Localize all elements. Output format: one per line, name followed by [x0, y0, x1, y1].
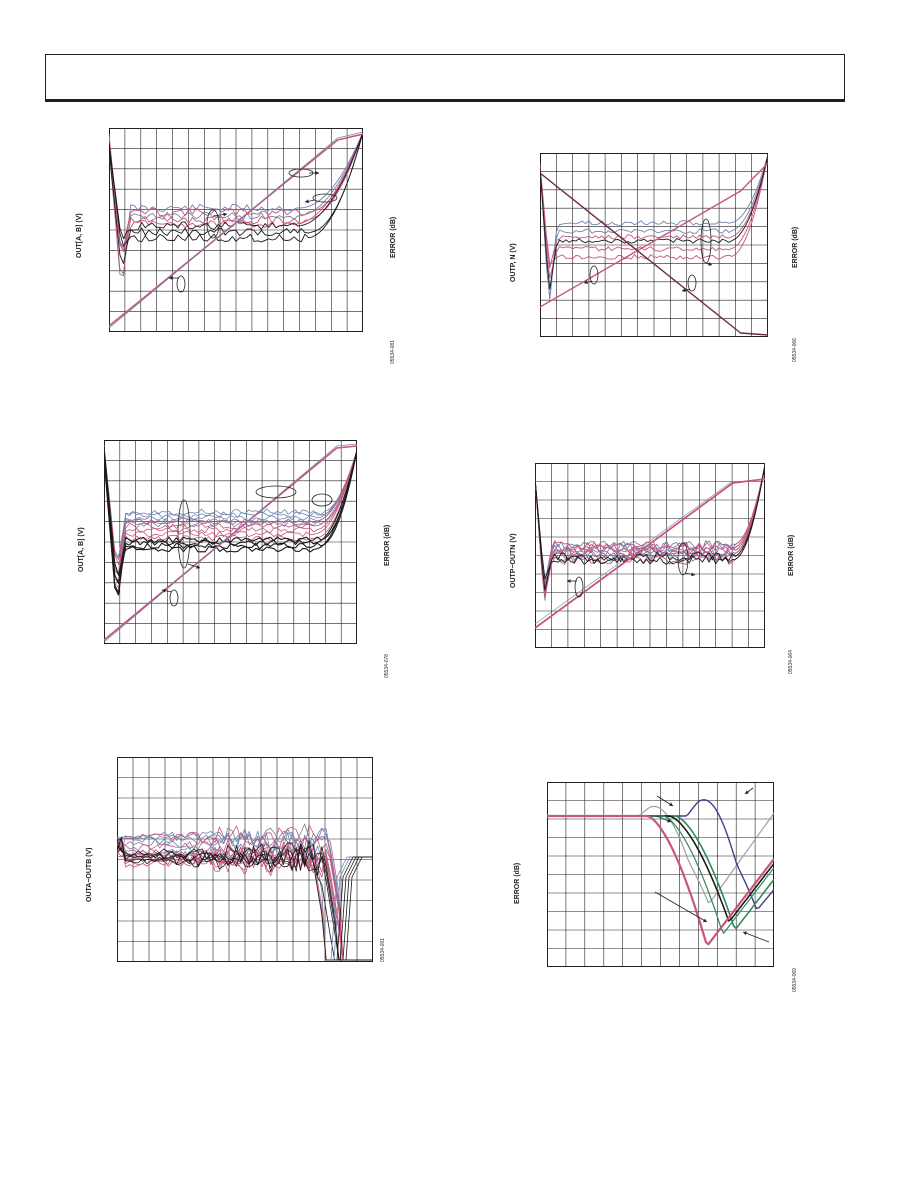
error-curve	[104, 450, 357, 575]
plot-area-3	[104, 440, 357, 644]
annotation-ellipse	[177, 499, 191, 569]
y2-axis-label-2: ERROR (dB)	[792, 226, 799, 268]
error-curve	[535, 464, 765, 597]
y2-axis-label-3: ERROR (dB)	[384, 524, 391, 566]
edge-curve	[345, 856, 373, 961]
figure-id-5: 05534-091	[380, 938, 386, 962]
plot-area-1	[109, 128, 363, 332]
error-curve	[117, 836, 373, 961]
figure-id-1: 05534-081	[390, 340, 396, 364]
annotation-arrow-head	[682, 288, 686, 292]
error-curve	[104, 449, 357, 565]
error-curve	[535, 464, 765, 591]
annotation-arrow-head	[567, 579, 571, 583]
error-curve	[109, 131, 363, 264]
plot-area-6	[547, 782, 774, 967]
annotation-ellipse	[311, 493, 333, 507]
y-axis-label-3: OUT[A, B] (V)	[78, 527, 85, 572]
annotation-arrow-head	[223, 212, 227, 217]
error-curve	[109, 131, 363, 252]
error-curve	[540, 154, 768, 279]
error-curve	[117, 843, 373, 961]
error-curve	[117, 840, 373, 961]
chart-5-svg	[117, 757, 373, 962]
annotation-arrow-line	[742, 931, 770, 943]
annotation-ellipse	[677, 542, 689, 576]
output-line	[109, 133, 363, 327]
annotation-ellipse	[687, 274, 697, 292]
y2-axis-label-4: ERROR (dB)	[788, 534, 795, 576]
chart-1-svg	[109, 128, 363, 332]
annotation-ellipse	[574, 576, 584, 598]
annotation-ellipse	[312, 193, 338, 203]
error-curve	[535, 464, 765, 580]
error-curve	[104, 450, 357, 596]
error-curve	[104, 450, 357, 584]
output-line	[104, 443, 357, 643]
output-line	[109, 131, 363, 329]
error-curve	[535, 464, 765, 591]
chart-2-svg	[540, 153, 768, 337]
y-axis-label-4: OUTP−OUTN (V)	[510, 533, 517, 588]
annotation-arrow-head	[584, 280, 588, 284]
error-curve	[117, 828, 373, 961]
error-curve	[540, 154, 768, 301]
output-line	[535, 478, 765, 629]
plot-area-2	[540, 153, 768, 337]
output-line	[535, 480, 733, 625]
output-line-p	[540, 162, 768, 308]
plot-area-5	[117, 757, 373, 962]
y-axis-label-6: ERROR (dB)	[514, 862, 521, 904]
error-curve	[109, 131, 363, 277]
annotation-ellipse	[176, 275, 186, 293]
error-curve	[540, 154, 768, 265]
annotation-ellipse	[206, 209, 220, 239]
annotation-ellipse	[255, 485, 297, 499]
error-curve	[117, 839, 373, 961]
error-curve	[540, 154, 768, 299]
figure-id-4: 05534-064	[788, 650, 794, 674]
error-curve	[535, 464, 765, 581]
chart-6-svg	[547, 782, 774, 967]
error-curve-pink	[547, 814, 774, 946]
error-curve	[540, 154, 768, 269]
annotation-arrow-head	[667, 818, 671, 823]
chart-4-svg	[535, 463, 765, 648]
error-curve	[117, 824, 373, 961]
annotation-arrow-line	[654, 891, 708, 923]
error-curve	[104, 446, 357, 576]
y-axis-label-1: OUT[A, B] (V)	[76, 213, 83, 258]
error-curve	[104, 444, 357, 583]
figure-id-2: 05534-066	[792, 338, 798, 362]
error-curve	[104, 446, 357, 574]
annotation-arrow-head	[743, 931, 747, 936]
error-curve	[104, 450, 357, 592]
error-curve	[104, 450, 357, 582]
y2-axis-label-1: ERROR (dB)	[390, 216, 397, 258]
annotation-arrow-head	[708, 262, 712, 266]
error-curve	[109, 131, 363, 247]
page-header-box	[45, 54, 845, 102]
annotation-arrow-head	[745, 790, 749, 794]
annotation-arrow-head	[669, 802, 673, 806]
y-axis-label-5: OUTA−OUTB (V)	[86, 847, 93, 902]
plot-area-4	[535, 463, 765, 648]
annotation-ellipse	[169, 589, 179, 607]
annotation-arrow-head	[162, 588, 166, 593]
annotation-arrow-head	[691, 572, 695, 577]
y-axis-label-2: OUTP, N (V)	[510, 243, 517, 282]
annotation-arrow-head	[315, 171, 319, 175]
annotation-ellipse	[589, 265, 599, 285]
error-curve	[117, 847, 373, 961]
annotation-arrow-head	[196, 565, 200, 569]
annotation-arrow-head	[703, 918, 707, 922]
error-curve	[117, 839, 373, 961]
output-line-n	[540, 172, 768, 336]
chart-3-svg	[104, 440, 357, 644]
annotation-arrow-head	[305, 199, 309, 204]
annotation-arrow-head	[169, 276, 173, 280]
output-line	[104, 445, 357, 641]
figure-id-3: 05534-078	[384, 654, 390, 678]
figure-id-6: 05534-069	[792, 968, 798, 992]
